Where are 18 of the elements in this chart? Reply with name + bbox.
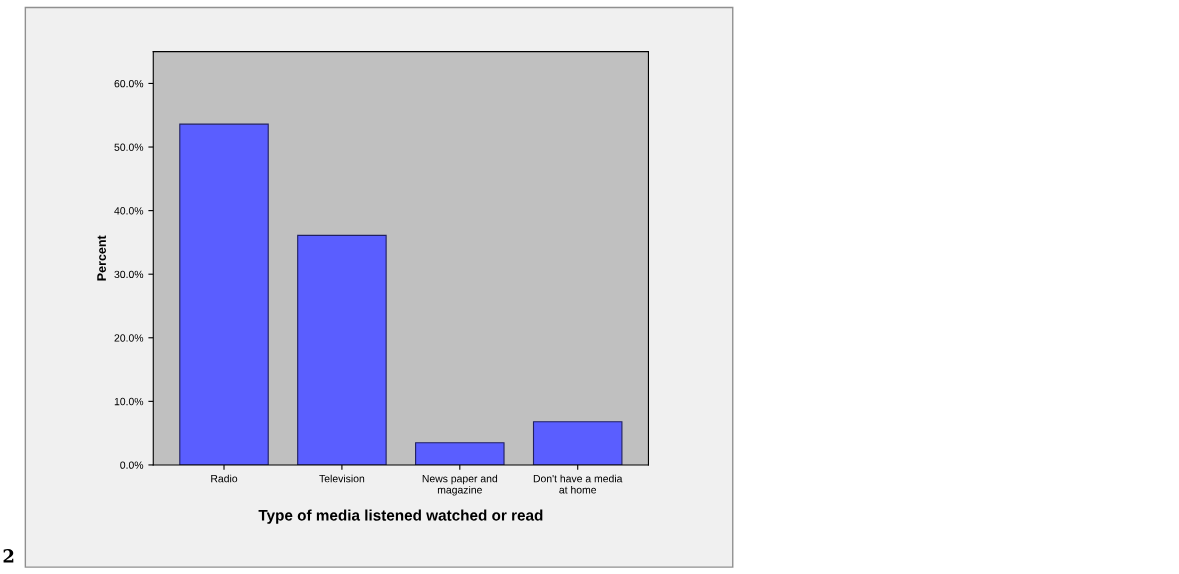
text: 2 [3, 549, 14, 563]
y-tick-label: 0.0% [120, 461, 144, 469]
bar [297, 234, 387, 465]
y-tick-label: 50.0% [114, 143, 144, 151]
x-axis-title: Type of media listened watched or read [258, 509, 543, 524]
y-tick-label: 30.0% [114, 270, 144, 279]
bar [179, 123, 269, 465]
y-tick-label: 10.0% [114, 397, 144, 406]
x-tick-label: Radio [211, 474, 238, 483]
y-tick-label: 60.0% [114, 79, 144, 88]
bar [532, 421, 623, 465]
bar [415, 442, 505, 465]
x-tick-label: Television [319, 474, 365, 483]
y-axis-title: Percent [97, 235, 106, 281]
y-tick-label: 40.0% [114, 207, 144, 215]
x-tick-label: News paper and magazine [422, 474, 498, 496]
x-tick-label: Don't have a media at home [533, 474, 623, 494]
y-tick-label: 20.0% [114, 334, 144, 342]
